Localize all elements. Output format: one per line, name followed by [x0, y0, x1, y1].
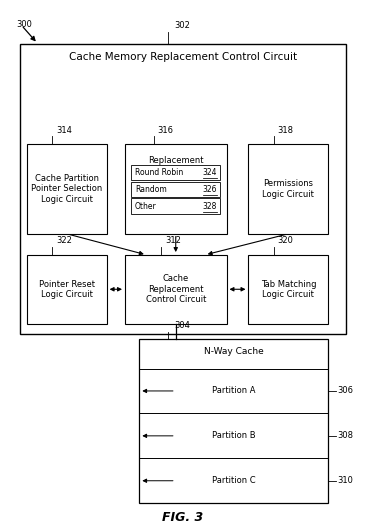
Text: 316: 316 — [158, 125, 173, 134]
Text: Partition A: Partition A — [212, 387, 255, 396]
Text: 314: 314 — [56, 125, 72, 134]
FancyBboxPatch shape — [131, 165, 220, 180]
Text: 300: 300 — [16, 20, 32, 29]
FancyBboxPatch shape — [139, 339, 328, 503]
Text: 304: 304 — [174, 321, 190, 330]
Text: Cache Memory Replacement Control Circuit: Cache Memory Replacement Control Circuit — [69, 52, 297, 62]
Text: Random: Random — [135, 185, 167, 194]
FancyBboxPatch shape — [19, 44, 347, 334]
FancyBboxPatch shape — [249, 255, 328, 323]
Text: 322: 322 — [56, 236, 72, 245]
Text: 310: 310 — [337, 476, 353, 485]
FancyBboxPatch shape — [125, 144, 227, 234]
FancyBboxPatch shape — [249, 144, 328, 234]
FancyBboxPatch shape — [125, 255, 227, 323]
Text: 306: 306 — [337, 387, 353, 396]
Text: Round Robin: Round Robin — [135, 168, 183, 177]
Text: Tab Matching
Logic Circuit: Tab Matching Logic Circuit — [261, 279, 316, 299]
Text: 318: 318 — [277, 125, 294, 134]
Text: FIG. 3: FIG. 3 — [163, 511, 203, 524]
Text: Permissions
Logic Circuit: Permissions Logic Circuit — [262, 179, 314, 199]
FancyBboxPatch shape — [131, 182, 220, 197]
Text: 302: 302 — [174, 21, 190, 30]
Text: Cache
Replacement
Control Circuit: Cache Replacement Control Circuit — [146, 275, 206, 304]
Text: 328: 328 — [203, 202, 217, 211]
Text: 308: 308 — [337, 431, 353, 440]
FancyBboxPatch shape — [27, 144, 107, 234]
Text: 326: 326 — [203, 185, 217, 194]
Text: Other: Other — [135, 202, 157, 211]
Text: Replacement
Algorithm(s): Replacement Algorithm(s) — [148, 156, 203, 175]
Text: Partition B: Partition B — [212, 431, 256, 440]
Text: 312: 312 — [165, 236, 181, 245]
Text: 320: 320 — [277, 236, 293, 245]
Text: N-Way Cache: N-Way Cache — [204, 347, 264, 356]
FancyBboxPatch shape — [27, 255, 107, 323]
Text: Partition C: Partition C — [212, 476, 256, 485]
Text: 324: 324 — [203, 168, 217, 177]
FancyBboxPatch shape — [131, 199, 220, 214]
Text: Pointer Reset
Logic Circuit: Pointer Reset Logic Circuit — [39, 279, 95, 299]
Text: Cache Partition
Pointer Selection
Logic Circuit: Cache Partition Pointer Selection Logic … — [31, 174, 102, 204]
